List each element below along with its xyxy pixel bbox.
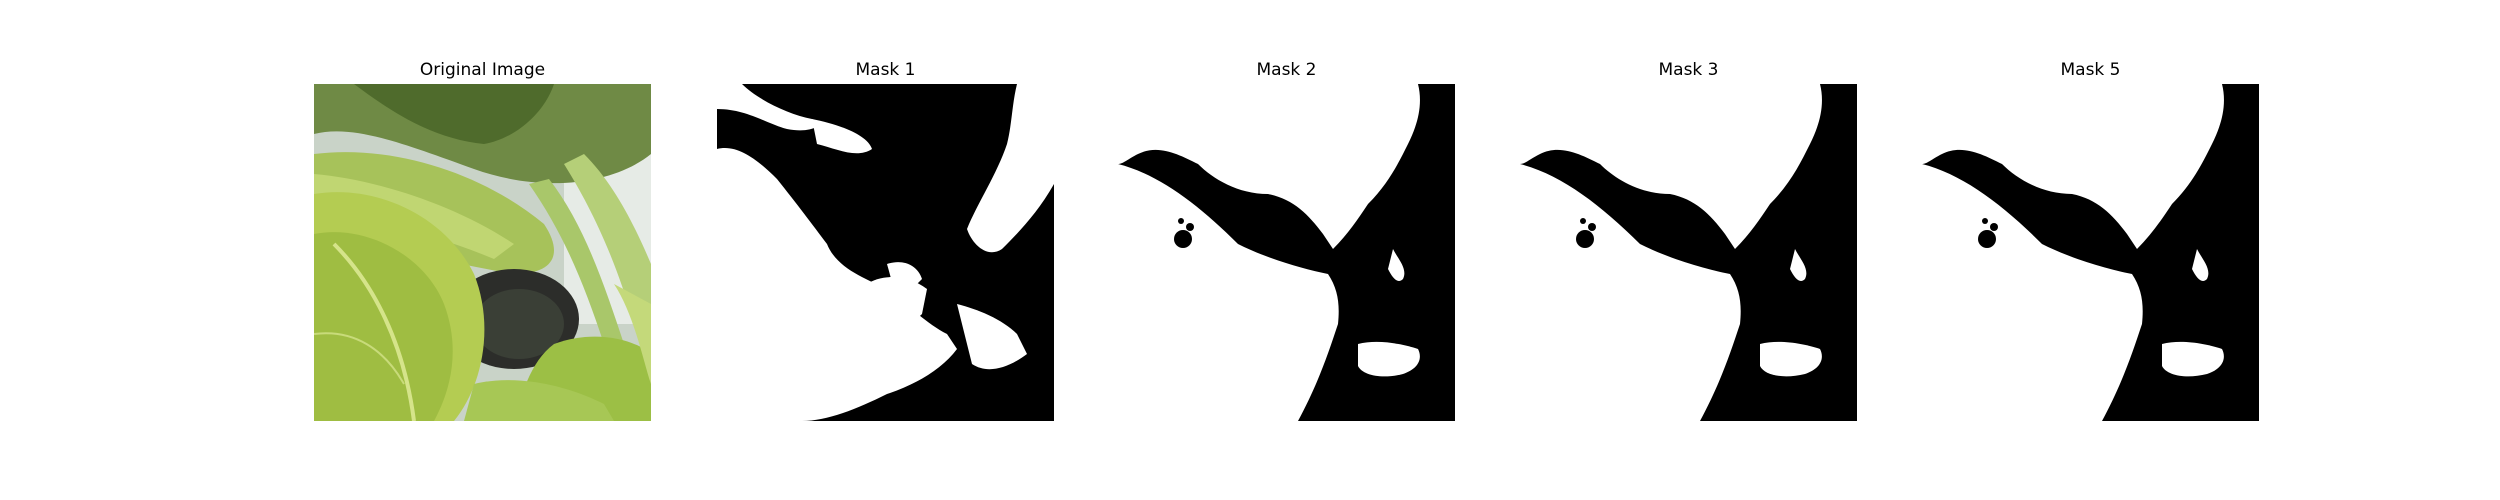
mask-2-panel: Mask 2 [1118,56,1455,421]
mask-1-panel: Mask 1 [717,56,1054,421]
panel-title: Mask 2 [1256,60,1317,80]
mask-5-image [1922,84,2259,421]
mask-1-svg [717,84,1054,421]
mask-2-image [1118,84,1455,421]
mask-3-svg [1520,84,1857,421]
original-image [314,84,651,421]
original-image-panel: Original Image [314,56,651,421]
mask-2-svg [1118,84,1455,421]
panel-title: Original Image [419,60,546,80]
mask-5-panel: Mask 5 [1922,56,2259,421]
mask-3-image [1520,84,1857,421]
mask-1-image [717,84,1054,421]
panel-title: Mask 3 [1658,60,1719,80]
mask-3-panel: Mask 3 [1520,56,1857,421]
panel-title: Mask 5 [2060,60,2121,80]
panel-title: Mask 1 [855,60,916,80]
mask-5-svg [1922,84,2259,421]
bok-choy-photo [314,84,651,421]
